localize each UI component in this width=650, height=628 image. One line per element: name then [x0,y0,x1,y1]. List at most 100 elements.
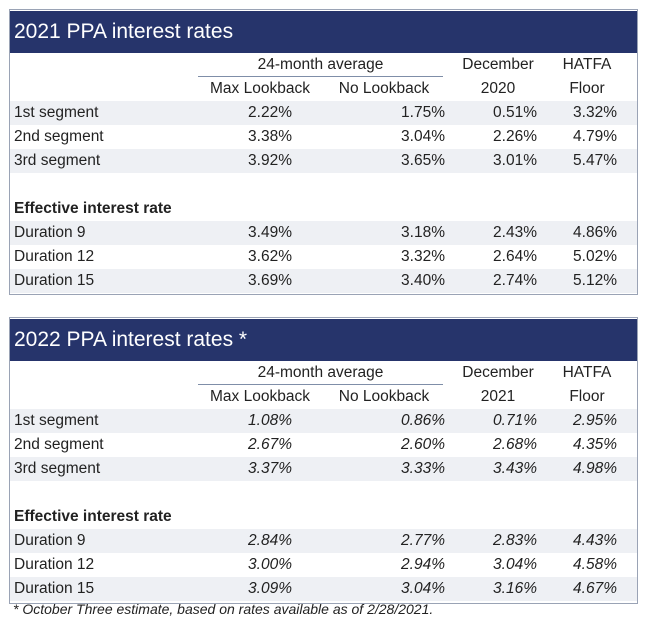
row-label: 1st segment [14,104,99,121]
section-heading: Effective interest rate [14,508,172,525]
cell-max-lookback: 3.09% [248,580,292,597]
table-row: Duration 9 2.84% 2.77% 2.83% 4.43% [10,529,637,553]
col3-header-top: December [462,56,534,73]
cell-max-lookback: 2.84% [248,532,292,549]
table-row: Duration 12 3.62% 3.32% 2.64% 5.02% [10,245,637,269]
header-row-top: 24-month average December HATFA [10,53,637,77]
cell-december: 2.83% [493,532,537,549]
cell-max-lookback: 3.38% [248,128,292,145]
row-label: Duration 15 [14,580,95,597]
cell-hatfa-floor: 4.67% [573,580,617,597]
cell-no-lookback: 3.33% [401,460,445,477]
cell-max-lookback: 2.22% [248,104,292,121]
cell-december: 2.68% [493,436,537,453]
col1-header: Max Lookback [210,388,310,405]
cell-no-lookback: 2.60% [401,436,445,453]
cell-hatfa-floor: 4.79% [573,128,617,145]
col4-header-bottom: Floor [569,388,605,405]
cell-max-lookback: 3.62% [248,248,292,265]
table-row: Duration 15 3.69% 3.40% 2.74% 5.12% [10,269,637,293]
cell-december: 3.01% [493,152,537,169]
table-row: Duration 9 3.49% 3.18% 2.43% 4.86% [10,221,637,245]
col4-header-top: HATFA [562,364,612,381]
cell-hatfa-floor: 3.32% [573,104,617,121]
col2-header: No Lookback [338,80,430,97]
row-label: Duration 9 [14,532,86,549]
table-title: 2021 PPA interest rates [10,11,637,53]
cell-december: 0.71% [493,412,537,429]
rates-table-2022: 2022 PPA interest rates * 24-month avera… [9,317,638,604]
cell-max-lookback: 3.00% [248,556,292,573]
cell-max-lookback: 2.67% [248,436,292,453]
col4-header-top: HATFA [562,56,612,73]
header-row-bottom: Max Lookback No Lookback 2021 Floor [10,385,637,409]
cell-max-lookback: 3.92% [248,152,292,169]
row-label: Duration 12 [14,556,95,573]
cell-hatfa-floor: 4.98% [573,460,617,477]
cell-no-lookback: 3.40% [401,272,445,289]
row-label: 2nd segment [14,436,104,453]
col1-header: Max Lookback [210,80,310,97]
row-label: Duration 15 [14,272,95,289]
cell-max-lookback: 3.37% [248,460,292,477]
group-header-underline [198,384,443,385]
row-label: 3rd segment [14,152,101,169]
cell-december: 3.04% [493,556,537,573]
table-title: 2022 PPA interest rates * [10,319,637,361]
cell-december: 2.43% [493,224,537,241]
cell-max-lookback: 3.49% [248,224,292,241]
header-row-bottom: Max Lookback No Lookback 2020 Floor [10,77,637,101]
table-row: 1st segment 2.22% 1.75% 0.51% 3.32% [10,101,637,125]
row-label: 2nd segment [14,128,104,145]
table-row: 3rd segment 3.37% 3.33% 3.43% 4.98% [10,457,637,481]
cell-hatfa-floor: 2.95% [573,412,617,429]
cell-hatfa-floor: 4.58% [573,556,617,573]
spacer-row [10,173,637,197]
col4-header-bottom: Floor [569,80,605,97]
cell-december: 2.26% [493,128,537,145]
cell-december: 0.51% [493,104,537,121]
cell-no-lookback: 3.18% [401,224,445,241]
cell-no-lookback: 2.77% [401,532,445,549]
table-row: 3rd segment 3.92% 3.65% 3.01% 5.47% [10,149,637,173]
table-row: 2nd segment 2.67% 2.60% 2.68% 4.35% [10,433,637,457]
row-label: Duration 9 [14,224,86,241]
col3-header-bottom: 2020 [480,80,516,97]
table-row: Duration 12 3.00% 2.94% 3.04% 4.58% [10,553,637,577]
cell-no-lookback: 2.94% [401,556,445,573]
cell-no-lookback: 0.86% [401,412,445,429]
table-row: 2nd segment 3.38% 3.04% 2.26% 4.79% [10,125,637,149]
row-label: 1st segment [14,412,99,429]
cell-hatfa-floor: 5.47% [573,152,617,169]
footnote: * October Three estimate, based on rates… [13,601,434,617]
cell-max-lookback: 1.08% [248,412,292,429]
cell-no-lookback: 3.32% [401,248,445,265]
cell-no-lookback: 3.65% [401,152,445,169]
cell-no-lookback: 3.04% [401,128,445,145]
table-row: 1st segment 1.08% 0.86% 0.71% 2.95% [10,409,637,433]
cell-hatfa-floor: 5.12% [573,272,617,289]
cell-no-lookback: 1.75% [401,104,445,121]
cell-december: 3.43% [493,460,537,477]
col3-header-bottom: 2021 [480,388,516,405]
cell-max-lookback: 3.69% [248,272,292,289]
cell-hatfa-floor: 5.02% [573,248,617,265]
cell-hatfa-floor: 4.35% [573,436,617,453]
cell-hatfa-floor: 4.43% [573,532,617,549]
cell-december: 2.74% [493,272,537,289]
row-label: 3rd segment [14,460,101,477]
section-heading-row: Effective interest rate [10,505,637,529]
cell-hatfa-floor: 4.86% [573,224,617,241]
group-header: 24-month average [257,56,384,73]
header-row-top: 24-month average December HATFA [10,361,637,385]
cell-december: 2.64% [493,248,537,265]
section-heading-row: Effective interest rate [10,197,637,221]
group-header: 24-month average [257,364,384,381]
table-row: Duration 15 3.09% 3.04% 3.16% 4.67% [10,577,637,601]
row-label: Duration 12 [14,248,95,265]
section-heading: Effective interest rate [14,200,172,217]
spacer-row [10,481,637,505]
cell-no-lookback: 3.04% [401,580,445,597]
col3-header-top: December [462,364,534,381]
rates-table-2021: 2021 PPA interest rates 24-month average… [9,9,638,295]
